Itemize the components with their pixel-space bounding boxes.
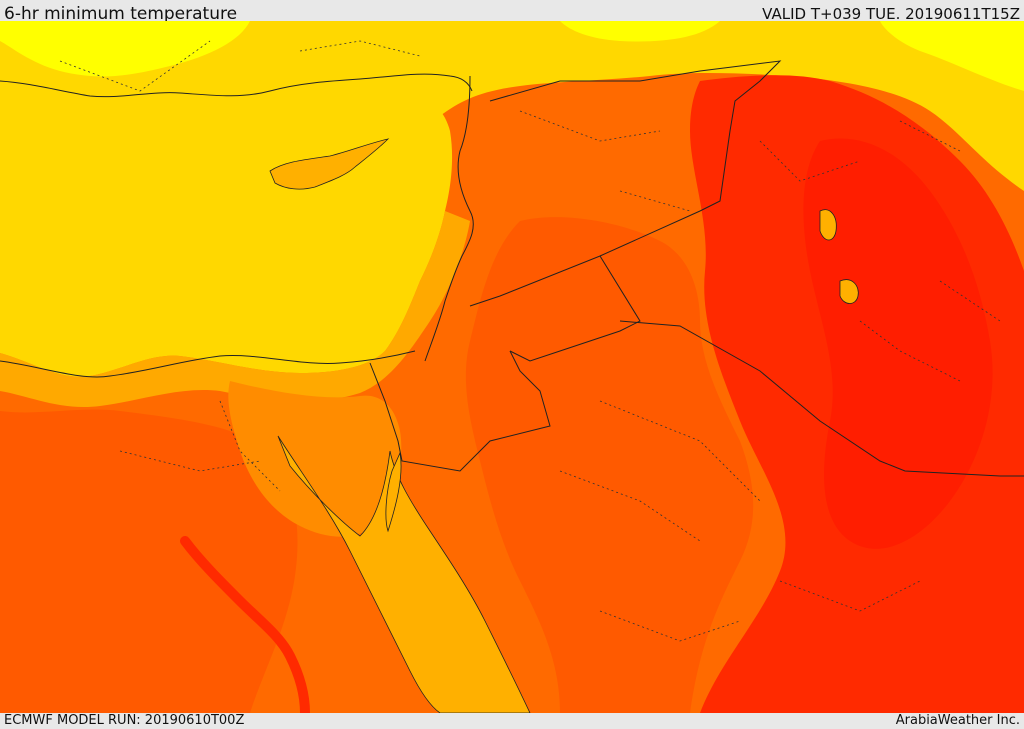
gulf-of-aqaba: [385, 451, 402, 533]
inland-warm-region: [465, 217, 754, 713]
valid-time: VALID T+039 TUE. 20190611T15Z: [762, 5, 1020, 21]
sinai-border: [369, 350, 551, 472]
northern-yellow-patches: [0, 21, 1024, 91]
temperature-map-svg: [0, 21, 1024, 713]
turkey-coastline: [0, 73, 473, 98]
northern-cool-band: [0, 21, 1024, 191]
tharthar-lake: [819, 209, 837, 241]
jordan-iraq-border: [469, 255, 641, 362]
eastern-hot-core: [803, 138, 993, 549]
map-title: 6-hr minimum temperature: [4, 4, 238, 21]
nile-river: [180, 536, 310, 713]
syria-iraq-border: [489, 60, 782, 257]
levant-coastline: [424, 75, 474, 362]
sinai-orange-area: [228, 381, 402, 537]
footer-bar: ECMWF MODEL RUN: 20190610T00Z ArabiaWeat…: [0, 713, 1024, 729]
mediterranean-sea: [0, 82, 453, 377]
egypt-warm-area: [0, 409, 298, 713]
header-bar: 6-hr minimum temperature VALID T+039 TUE…: [0, 0, 1024, 21]
egypt-coastline: [0, 350, 416, 378]
coastal-orange-rim: [0, 211, 470, 408]
temperature-map: [0, 21, 1024, 713]
iraq-saudi-border: [619, 320, 1024, 477]
cyprus-island: [269, 138, 390, 190]
model-run-label: ECMWF MODEL RUN: 20190610T00Z: [4, 713, 245, 728]
admin-boundaries: [59, 40, 1001, 642]
red-sea: [277, 435, 531, 713]
credit-label: ArabiaWeather Inc.: [895, 713, 1020, 728]
habbaniyah-lake: [839, 279, 859, 304]
